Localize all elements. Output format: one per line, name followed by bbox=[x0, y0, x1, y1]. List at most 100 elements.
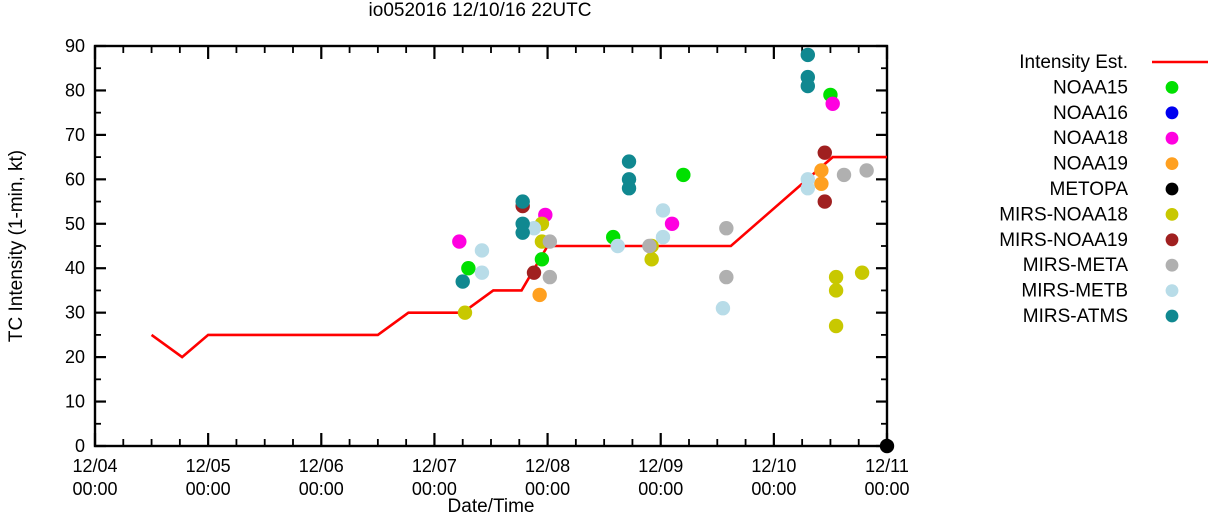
legend-marker-dot bbox=[1165, 106, 1179, 120]
data-point bbox=[719, 269, 734, 285]
legend-label-mirs-metb: MIRS-METB bbox=[1021, 281, 1128, 302]
y-tick-label: 80 bbox=[65, 80, 85, 100]
legend-label-mirs-atms: MIRS-ATMS bbox=[1023, 306, 1128, 327]
data-point bbox=[474, 265, 490, 280]
x-axis-tick-labels: 12/04 00:00 12/05 00:00 12/06 00:00 12/07 00:00… bbox=[72, 456, 909, 499]
y-tick-label: 90 bbox=[65, 36, 85, 56]
legend-marker-dot bbox=[1165, 309, 1179, 323]
data-point bbox=[532, 287, 547, 303]
series-mirs-atms bbox=[455, 47, 815, 289]
series-intensity-est- bbox=[150, 155, 887, 359]
data-point bbox=[655, 203, 671, 218]
data-point bbox=[828, 283, 844, 298]
x-tick-label-date: 12/04 bbox=[72, 456, 117, 476]
y-tick-label: 0 bbox=[75, 436, 85, 456]
page-title: io052016 12/10/16 22UTC bbox=[368, 0, 592, 21]
legend-marker-dot bbox=[1165, 233, 1179, 247]
y-tick-label: 50 bbox=[65, 214, 85, 234]
data-point bbox=[879, 438, 895, 454]
data-point bbox=[664, 216, 680, 231]
x-tick-label-date: 12/06 bbox=[299, 456, 344, 476]
x-tick-label-date: 12/05 bbox=[186, 456, 231, 476]
y-tick-label: 30 bbox=[65, 303, 85, 323]
data-point bbox=[526, 221, 542, 236]
legend-label-mirs-noaa19: MIRS-NOAA19 bbox=[999, 230, 1128, 251]
x-tick-label-date: 12/10 bbox=[751, 456, 796, 476]
x-tick-label-time: 00:00 bbox=[638, 479, 683, 499]
series-mirs-meta bbox=[542, 163, 874, 285]
chart-legend: Intensity Est. NOAA15 NOAA16 NOAA18 NOAA19 ME… bbox=[999, 52, 1208, 327]
x-tick-label-date: 12/07 bbox=[412, 456, 457, 476]
x-axis-title: Date/Time bbox=[448, 496, 535, 517]
legend-marker-dot bbox=[1165, 258, 1179, 272]
data-point bbox=[534, 252, 550, 267]
data-point bbox=[828, 269, 844, 285]
axes bbox=[93, 44, 889, 448]
y-tick-label: 40 bbox=[65, 258, 85, 278]
series-mirs-metb bbox=[474, 172, 815, 316]
y-tick-label: 10 bbox=[65, 392, 85, 412]
data-point bbox=[621, 154, 637, 169]
series-mirs-noaa19 bbox=[515, 145, 832, 280]
data-series bbox=[150, 47, 895, 454]
legend-label-noaa15: NOAA15 bbox=[1053, 77, 1128, 98]
y-tick-label: 70 bbox=[65, 125, 85, 145]
plot-frame bbox=[93, 44, 889, 448]
y-axis-tick-labels: 0 10 20 30 40 50 60 70 80 90 bbox=[65, 36, 85, 456]
data-point bbox=[817, 145, 832, 160]
data-point bbox=[854, 265, 870, 280]
data-point bbox=[542, 269, 558, 285]
x-tick-label-time: 00:00 bbox=[864, 479, 909, 499]
legend-label-intensity-est-: Intensity Est. bbox=[1019, 52, 1128, 73]
x-tick-label-time: 00:00 bbox=[525, 479, 570, 499]
y-axis-title: TC Intensity (1-min, kt) bbox=[6, 150, 27, 342]
data-point bbox=[642, 238, 657, 254]
y-tick-label: 20 bbox=[65, 347, 85, 367]
y-tick-label: 60 bbox=[65, 169, 85, 189]
x-tick-label-time: 00:00 bbox=[299, 479, 344, 499]
x-tick-label-time: 00:00 bbox=[412, 479, 457, 499]
data-point bbox=[655, 229, 671, 245]
data-point bbox=[452, 234, 467, 249]
data-point bbox=[836, 167, 852, 183]
x-tick-label-time: 00:00 bbox=[72, 479, 117, 499]
legend-marker-dot bbox=[1165, 284, 1179, 297]
data-point bbox=[800, 78, 815, 94]
data-point bbox=[859, 163, 874, 178]
data-point bbox=[610, 238, 625, 254]
legend-label-noaa16: NOAA16 bbox=[1053, 103, 1128, 124]
series-noaa18 bbox=[452, 96, 840, 249]
data-point bbox=[455, 274, 470, 289]
data-point bbox=[825, 96, 840, 111]
data-point bbox=[800, 181, 815, 196]
intensity-estimate-line bbox=[150, 155, 887, 359]
data-point bbox=[457, 305, 473, 320]
legend-marker-dot bbox=[1165, 81, 1179, 94]
legend-label-mirs-meta: MIRS-META bbox=[1023, 255, 1129, 276]
data-point bbox=[814, 176, 829, 191]
series-noaa19 bbox=[532, 163, 829, 303]
data-point bbox=[828, 318, 844, 334]
legend-marker-dot bbox=[1165, 157, 1179, 171]
y-axis-ticks bbox=[95, 44, 887, 448]
data-point bbox=[474, 243, 490, 258]
data-point bbox=[621, 181, 637, 196]
series-metopa bbox=[879, 438, 895, 454]
x-tick-label-date: 12/08 bbox=[525, 456, 570, 476]
data-point bbox=[715, 301, 731, 316]
data-point bbox=[542, 234, 558, 249]
data-point bbox=[719, 221, 734, 236]
legend-label-noaa18: NOAA18 bbox=[1053, 128, 1128, 149]
x-tick-label-time: 00:00 bbox=[751, 479, 796, 499]
data-point bbox=[644, 252, 659, 267]
data-point bbox=[515, 225, 530, 240]
x-axis-ticks bbox=[93, 46, 889, 446]
data-point bbox=[515, 194, 530, 209]
legend-label-noaa19: NOAA19 bbox=[1053, 154, 1128, 175]
x-tick-label-date: 12/11 bbox=[865, 456, 909, 476]
data-point bbox=[817, 194, 832, 209]
legend-marker-dot bbox=[1165, 208, 1179, 221]
x-tick-label-time: 00:00 bbox=[186, 479, 231, 499]
